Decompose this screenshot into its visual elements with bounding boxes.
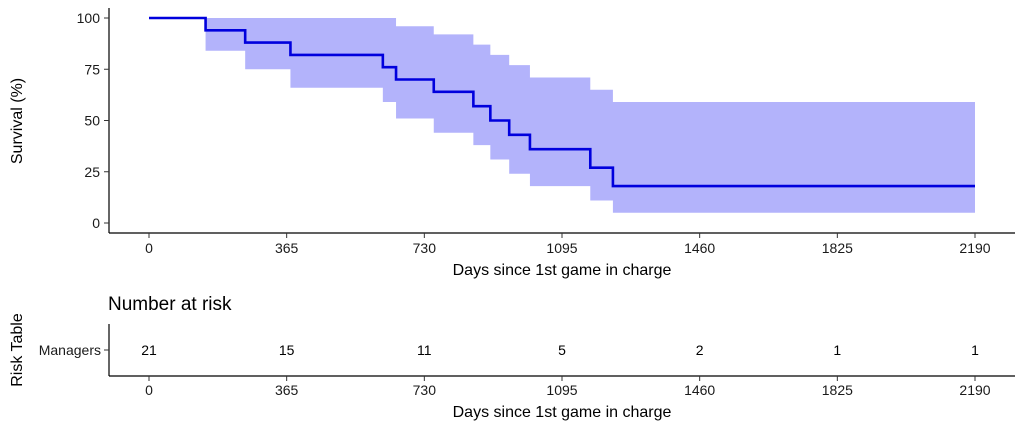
x-tick-label: 730 <box>413 240 437 256</box>
risk-x-tick-label: 1825 <box>822 382 853 398</box>
x-tick-label: 1095 <box>546 240 577 256</box>
risk-count: 21 <box>141 342 157 358</box>
risk-table-title: Number at risk <box>108 294 232 315</box>
survival-plot-panel: 0 25 50 75 100 0 365 730 1095 1460 1825 2190 Days … <box>9 8 1015 279</box>
x-axis-title: Days since 1st game in charge <box>453 262 672 279</box>
x-tick-label: 0 <box>145 240 153 256</box>
risk-count: 15 <box>279 342 295 358</box>
risk-x-tick-label: 365 <box>275 382 299 398</box>
y-ticks: 0 25 50 75 100 <box>77 10 109 231</box>
risk-y-axis-title: Risk Table <box>9 313 26 387</box>
y-tick-label: 50 <box>84 113 100 129</box>
risk-x-ticks: 0 365 730 1095 1460 1825 2190 <box>145 376 991 398</box>
survival-curve <box>149 16 975 188</box>
risk-count: 5 <box>558 342 566 358</box>
x-tick-label: 1825 <box>822 240 853 256</box>
risk-x-tick-label: 730 <box>413 382 437 398</box>
confidence-band <box>149 18 975 213</box>
risk-count: 1 <box>971 342 979 358</box>
y-axis-title: Survival (%) <box>9 78 26 164</box>
risk-x-tick-label: 0 <box>145 382 153 398</box>
y-tick-label: 25 <box>84 164 100 180</box>
risk-x-axis-title: Days since 1st game in charge <box>453 404 672 421</box>
risk-x-tick-label: 1095 <box>546 382 577 398</box>
risk-x-tick-label: 2190 <box>959 382 990 398</box>
y-tick-label: 0 <box>92 215 100 231</box>
risk-count: 11 <box>417 342 432 358</box>
risk-count: 1 <box>833 342 841 358</box>
risk-x-tick-label: 1460 <box>684 382 715 398</box>
risk-row-label: Managers <box>39 342 101 358</box>
y-tick-label: 75 <box>84 61 100 77</box>
risk-counts: 21 15 11 5 2 1 1 <box>141 342 979 358</box>
x-tick-label: 1460 <box>684 240 715 256</box>
risk-count: 2 <box>696 342 704 358</box>
risk-table-panel: Number at risk Managers 21 15 11 5 2 1 1 0 365 7… <box>9 294 1015 421</box>
x-tick-label: 365 <box>275 240 299 256</box>
y-tick-label: 100 <box>77 10 101 26</box>
x-ticks: 0 365 730 1095 1460 1825 2190 <box>145 233 991 256</box>
x-tick-label: 2190 <box>959 240 990 256</box>
